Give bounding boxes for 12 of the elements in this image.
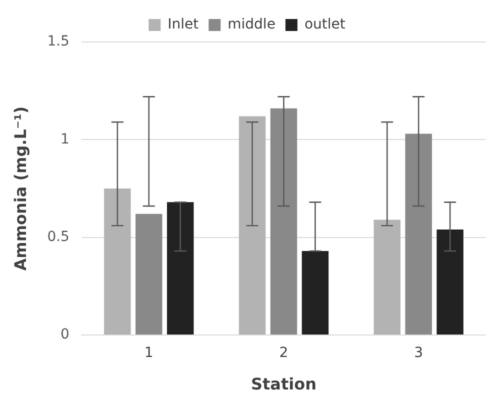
- y-tick-label: 1: [60, 131, 70, 148]
- legend-label: middle: [228, 16, 276, 33]
- y-tick-label: 0.5: [47, 228, 70, 245]
- x-tick-label: 1: [144, 345, 154, 362]
- y-axis-title: Ammonia (mg.L⁻¹): [10, 106, 30, 271]
- x-axis-title: Station: [250, 374, 316, 394]
- legend-label: Inlet: [168, 16, 200, 33]
- legend-label: outlet: [304, 16, 346, 33]
- y-tick-label: 0: [60, 326, 70, 343]
- x-tick-label: 2: [279, 345, 288, 362]
- y-tick-label: 1.5: [47, 34, 70, 50]
- x-tick-label: 3: [414, 345, 424, 362]
